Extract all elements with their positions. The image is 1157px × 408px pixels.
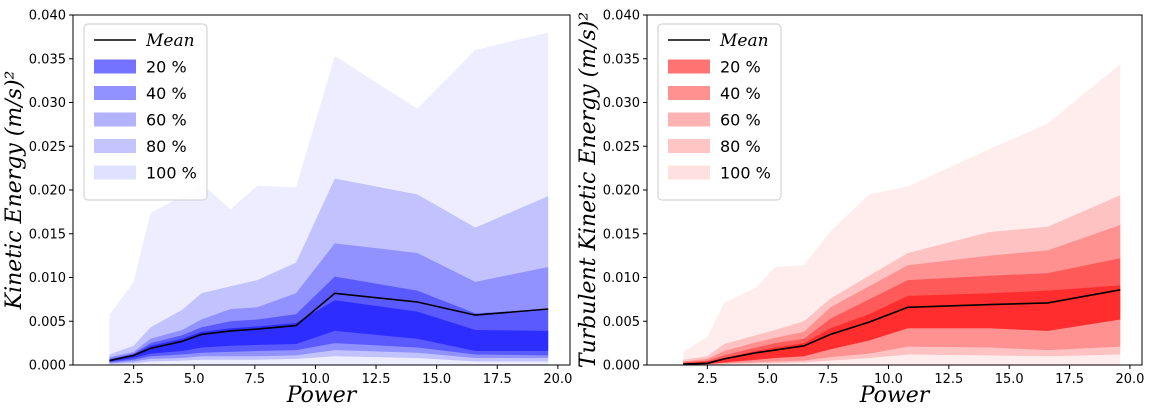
- left-xtick-label: 7.5: [244, 372, 265, 387]
- left-legend-label: 80 %: [146, 137, 187, 156]
- right-xtick-label: 15.0: [995, 372, 1024, 387]
- right-legend-label: Mean: [719, 31, 769, 51]
- right-legend-label: 80 %: [720, 137, 761, 156]
- left-legend-swatch: [94, 59, 136, 74]
- right-legend-swatch: [668, 165, 710, 180]
- right-xtick-label: 17.5: [1055, 372, 1084, 387]
- right-legend: Mean 20 % 40 % 60 % 80 % 100 %: [657, 23, 782, 201]
- right-xtick-label: 7.5: [818, 372, 839, 387]
- left-ytick-label: 0.040: [29, 9, 66, 24]
- right-xtick-label: 5.0: [757, 372, 778, 387]
- left-xtick-label: 12.5: [362, 372, 391, 387]
- right-ytick-label: 0.010: [603, 271, 640, 286]
- left-ytick-label: 0.030: [29, 96, 66, 111]
- right-ytick-label: 0.035: [603, 52, 640, 67]
- right-legend-label: 100 %: [720, 164, 771, 183]
- left-ytick-label: 0.025: [29, 140, 66, 155]
- left-legend-swatch: [94, 165, 136, 180]
- right-mean-line: [683, 289, 1121, 365]
- right-legend-label: 40 %: [720, 84, 761, 103]
- left-band-4: [109, 32, 549, 365]
- left-ytick-label: 0.015: [29, 227, 66, 242]
- left-legend-swatch: [94, 86, 136, 100]
- right-y-axis-title: Turbulent Kinetic Energy (m/s)²: [576, 12, 601, 368]
- left-xtick-label: 2.5: [123, 372, 144, 387]
- right-ytick-label: 0.015: [603, 227, 640, 242]
- left-legend-swatch: [94, 139, 136, 153]
- right-band-2: [683, 225, 1121, 365]
- left-xtick-label: 5.0: [184, 372, 205, 387]
- right-xtick-label: 20.0: [1115, 372, 1144, 387]
- left-ytick-label: 0.005: [29, 315, 66, 330]
- left-ytick-label: 0.035: [29, 52, 66, 67]
- right-ytick-label: 0.040: [603, 9, 640, 24]
- right-legend-label: 60 %: [720, 111, 761, 130]
- right-ytick-label: 0.020: [603, 184, 640, 199]
- left-x-axis-title: Power: [286, 383, 358, 408]
- left-ytick-label: 0.000: [29, 359, 66, 374]
- left-legend-swatch: [94, 112, 136, 127]
- right-xtick-label: 12.5: [934, 372, 963, 387]
- left-legend-label: 100 %: [146, 164, 197, 183]
- right-ytick-label: 0.030: [603, 96, 640, 111]
- left-xtick-label: 10.0: [301, 372, 330, 387]
- right-x-axis-title: Power: [859, 383, 931, 408]
- right-ytick-label: 0.005: [603, 315, 640, 330]
- left-band-0: [109, 300, 549, 362]
- left-chart: 2.5 5.0 7.5 10.0 12.5 15.0 17.5 20.0 0.000 0.005 0…: [2, 9, 572, 408]
- right-legend-swatch: [668, 139, 710, 153]
- left-xtick-label: 15.0: [422, 372, 451, 387]
- left-band-3: [109, 178, 549, 365]
- right-legend-label: 20 %: [720, 58, 761, 77]
- right-xtick-label: 10.0: [874, 372, 903, 387]
- right-ytick-label: 0.000: [603, 359, 640, 374]
- right-legend-swatch: [668, 86, 710, 100]
- left-xtick-label: 20.0: [543, 372, 572, 387]
- left-legend: Mean 20 % 40 % 60 % 80 % 100 %: [83, 23, 208, 201]
- right-chart: 2.5 5.0 7.5 10.0 12.5 15.0 17.5 20.0 0.000 0.005 0…: [576, 9, 1144, 408]
- left-legend-label: 60 %: [146, 111, 187, 130]
- right-legend-swatch: [668, 112, 710, 127]
- left-y-axis-title: Kinetic Energy (m/s)²: [2, 71, 27, 311]
- left-ytick-label: 0.020: [29, 184, 66, 199]
- right-band-4: [683, 64, 1121, 365]
- right-ytick-label: 0.025: [603, 140, 640, 155]
- left-mean-line: [109, 292, 549, 362]
- left-legend-label: 40 %: [146, 84, 187, 103]
- left-ytick-label: 0.010: [29, 271, 66, 286]
- right-band-0: [683, 285, 1121, 365]
- left-legend-label: 20 %: [146, 58, 187, 77]
- left-xtick-label: 17.5: [483, 372, 512, 387]
- right-legend-swatch: [668, 59, 710, 74]
- right-xtick-label: 2.5: [697, 372, 718, 387]
- left-legend-label: Mean: [145, 31, 195, 51]
